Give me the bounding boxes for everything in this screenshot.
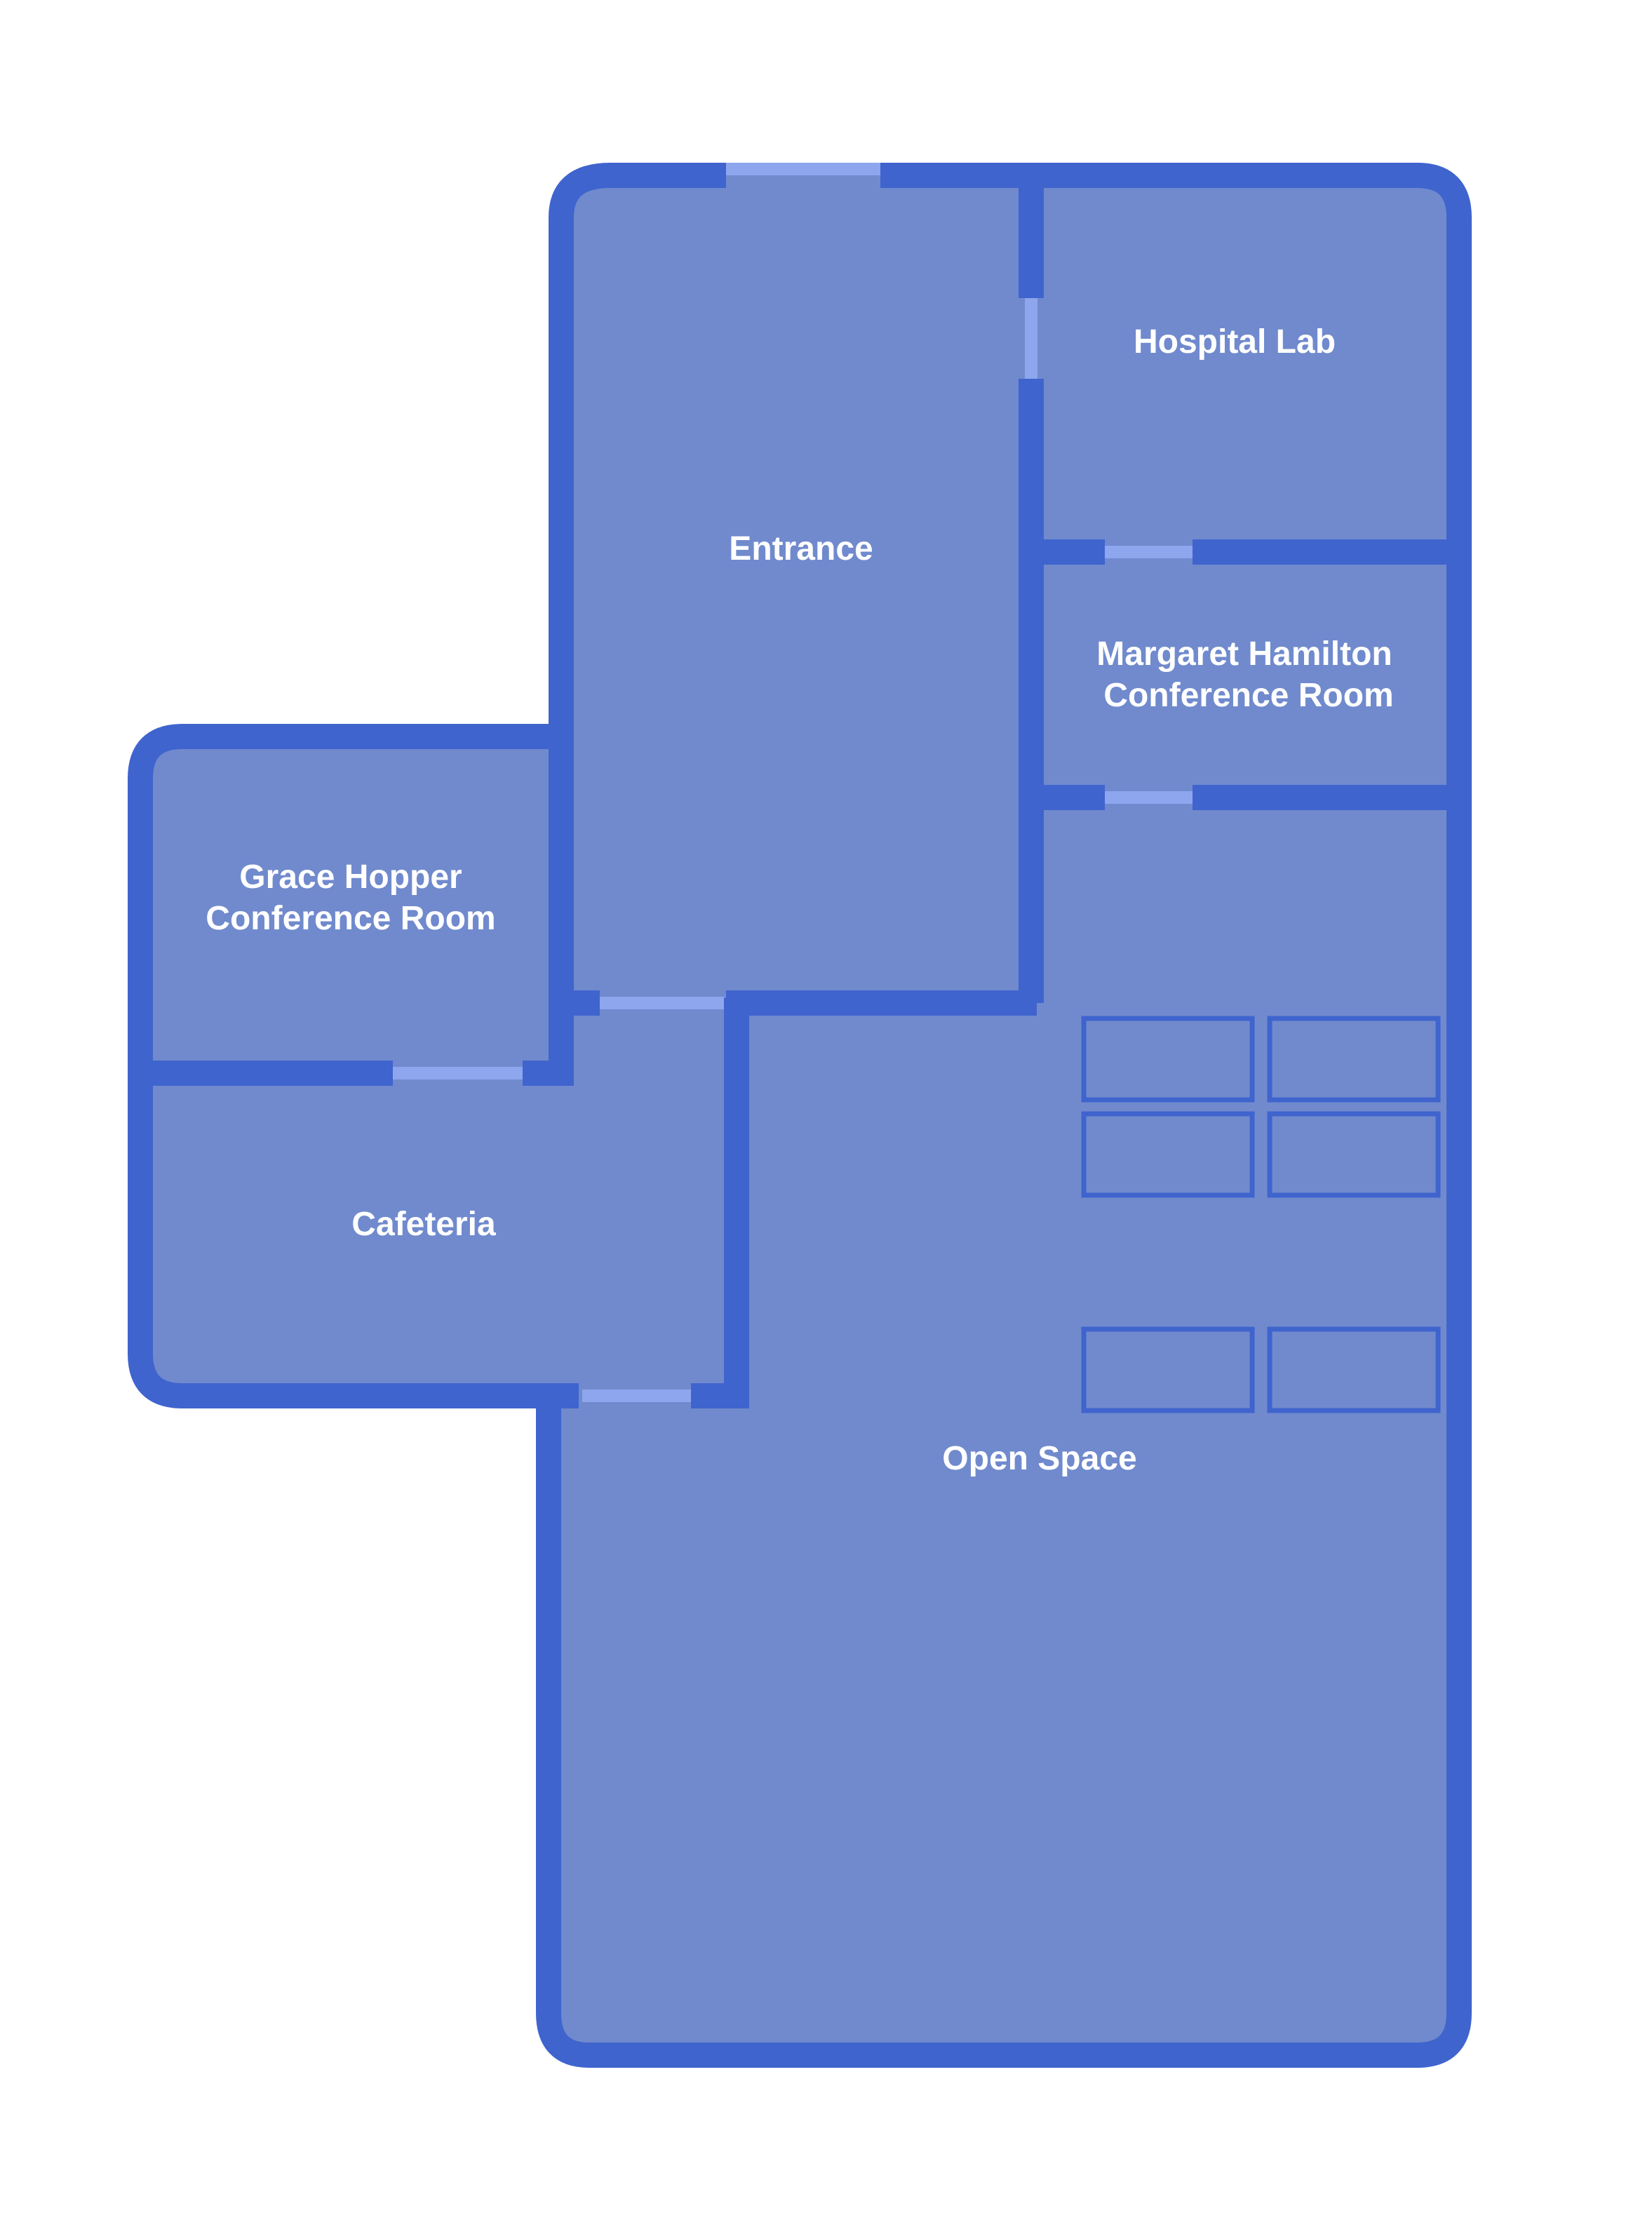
room-label-margaret-hamilton-line2[interactable]: Conference Room (1103, 677, 1393, 714)
desk (1267, 1326, 1441, 1413)
desk (1081, 1111, 1255, 1198)
room-label-margaret-hamilton-line1[interactable]: Margaret Hamilton (1096, 635, 1392, 673)
room-label-cafeteria[interactable]: Cafeteria (351, 1206, 496, 1243)
desk-cluster-upper (1081, 1016, 1441, 1198)
room-label-hospital-lab[interactable]: Hospital Lab (1134, 323, 1336, 361)
desk (1267, 1016, 1441, 1103)
desk (1267, 1111, 1441, 1198)
outer-wall-entrance-top-left (549, 163, 726, 736)
room-label-grace-hopper-line2[interactable]: Conference Room (206, 900, 495, 937)
desk (1081, 1326, 1255, 1413)
room-label-grace-hopper-line1[interactable]: Grace Hopper (239, 859, 462, 896)
desk-cluster-lower (1081, 1326, 1441, 1413)
room-label-open-space[interactable]: Open Space (942, 1440, 1136, 1477)
room-label-entrance[interactable]: Entrance (729, 530, 873, 567)
outer-wall-main (536, 163, 1472, 2068)
building-floor (140, 175, 1459, 2055)
desk (1081, 1016, 1255, 1103)
